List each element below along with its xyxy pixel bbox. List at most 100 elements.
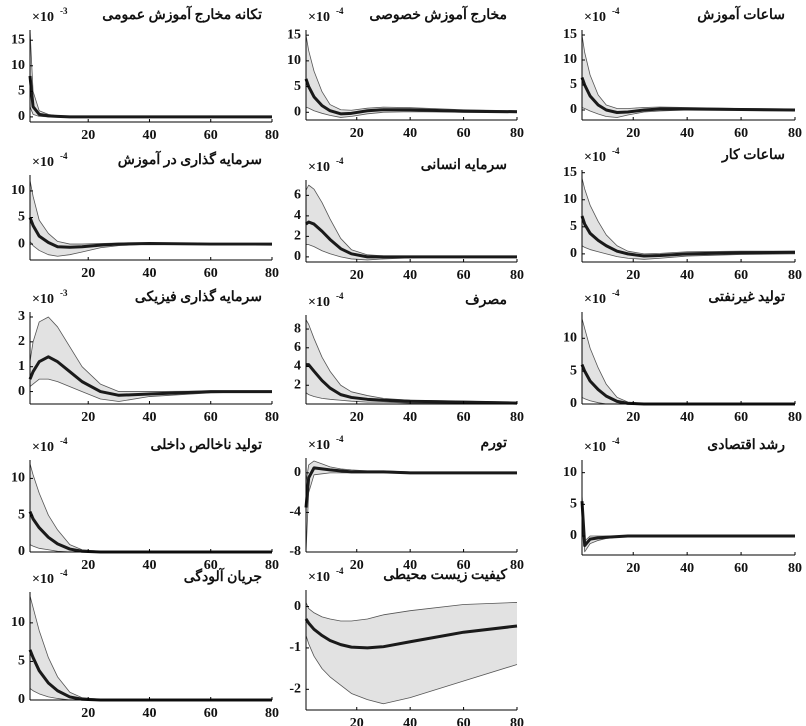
y-tick-label: 5	[570, 77, 577, 92]
panel-title: تولید غیرنفتی	[708, 290, 785, 305]
x-tick-label: 20	[350, 268, 364, 283]
x-tick-label: 40	[142, 266, 156, 281]
mean-line	[28, 216, 272, 249]
x-tick-label: 40	[403, 410, 417, 425]
panel-title: سرمایه انسانی	[421, 158, 507, 173]
x-tick-label: 40	[403, 716, 417, 726]
upper-bound	[581, 494, 795, 542]
scale-label: ×10	[584, 10, 606, 25]
scale-label: ×10	[32, 572, 54, 587]
confidence-band	[582, 494, 795, 552]
x-tick-label: 40	[680, 561, 694, 576]
panel: 2 4 6 8 20 40 60 80 ×10 -4 مصرف	[294, 291, 524, 425]
panel-title: کیفیت زیست محیطی	[383, 567, 507, 583]
x-tick-label: 60	[734, 410, 748, 425]
scale-label: ×10	[584, 440, 606, 455]
y-tick-label: 10	[563, 465, 577, 480]
panel-title: ساعات آموزش	[697, 5, 785, 23]
x-tick-label: 40	[142, 410, 156, 425]
y-tick-label: 5	[18, 654, 25, 669]
confidence-band	[306, 460, 517, 552]
x-tick-label: 80	[788, 561, 802, 576]
x-tick-label: 60	[204, 558, 218, 573]
scale-exponent: -4	[60, 436, 68, 446]
confidence-band	[582, 35, 795, 118]
mean-line	[304, 466, 517, 508]
scale-label: ×10	[32, 440, 54, 455]
y-tick-label: 8	[294, 321, 301, 336]
y-tick-label: 6	[294, 340, 301, 355]
x-tick-label: 60	[457, 716, 471, 726]
y-tick-label: 5	[570, 219, 577, 234]
x-tick-label: 80	[265, 706, 279, 721]
panel: 0 5 10 20 40 60 80 ×10 -4 رشد اقتصادی	[563, 436, 802, 576]
x-tick-label: 20	[626, 410, 640, 425]
confidence-band	[306, 185, 517, 260]
scale-label: ×10	[308, 438, 330, 453]
y-tick-label: 10	[11, 615, 25, 630]
scale-exponent: -4	[60, 568, 68, 578]
y-tick-label: 5	[18, 84, 25, 99]
y-tick-label: -4	[289, 505, 301, 520]
y-tick-label: 2	[294, 229, 301, 244]
y-tick-label: 0	[570, 246, 577, 261]
x-tick-label: 20	[81, 410, 95, 425]
x-tick-label: 20	[81, 558, 95, 573]
mean-line	[28, 75, 272, 119]
y-tick-label: 15	[563, 165, 577, 180]
x-tick-label: 60	[734, 561, 748, 576]
mean-line	[306, 363, 518, 405]
panel: -2 -1 0 20 40 60 80 ×10 -4 کیفیت زیست محیطی	[289, 566, 524, 726]
x-tick-label: 60	[457, 558, 471, 573]
x-tick-label: 40	[142, 128, 156, 143]
confidence-band	[30, 30, 272, 117]
x-tick-label: 60	[734, 268, 748, 283]
x-tick-label: 80	[510, 716, 524, 726]
panel: 0 5 10 20 40 60 80 ×10 -4 تولید ناخالص داخلی	[11, 436, 279, 573]
lower-bound	[581, 245, 796, 260]
panel-title: سرمایه گذاری در آموزش	[118, 150, 262, 168]
x-tick-label: 20	[626, 268, 640, 283]
panel: 0 2 4 6 20 40 60 80 ×10 -4 سرمایه انسانی	[294, 156, 524, 283]
x-tick-label: 40	[680, 268, 694, 283]
confidence-band	[306, 319, 517, 404]
upper-bound	[29, 463, 272, 553]
x-tick-label: 60	[734, 126, 748, 141]
x-tick-label: 20	[81, 266, 95, 281]
x-tick-label: 40	[142, 558, 156, 573]
confidence-band	[30, 463, 272, 552]
panel: 0 5 10 20 40 60 80 ×10 -4 جریان آلودگی	[11, 567, 279, 721]
panel: 0 5 10 15 20 40 60 80 ×10 -4 ساعات کار	[563, 146, 802, 283]
y-tick-label: 10	[563, 331, 577, 346]
x-tick-label: 60	[457, 126, 471, 141]
x-tick-label: 80	[510, 558, 524, 573]
panel: 0 5 10 15 20 40 60 80 ×10 -4 مخارج آموزش خصوصی	[287, 5, 524, 141]
panel: -8 -4 0 20 40 60 80 ×10 -4 تورم	[289, 434, 524, 573]
x-tick-label: 80	[510, 126, 524, 141]
scale-label: ×10	[584, 150, 606, 165]
upper-bound	[305, 35, 518, 112]
y-tick-label: 10	[563, 52, 577, 67]
y-tick-label: 0	[18, 109, 25, 124]
y-tick-label: 2	[294, 377, 301, 392]
mean-line	[305, 220, 517, 259]
y-tick-label: 0	[570, 396, 577, 411]
x-tick-label: 20	[350, 126, 364, 141]
confidence-band	[582, 318, 795, 404]
lower-bound	[305, 472, 517, 553]
upper-bound	[29, 595, 272, 701]
panel: 0 5 10 20 40 60 80 ×10 -4 سرمایه گذاری در آموزش	[11, 150, 279, 281]
panel-title: مخارج آموزش خصوصی	[369, 5, 507, 23]
x-tick-label: 20	[81, 128, 95, 143]
scale-label: ×10	[584, 292, 606, 307]
scale-exponent: -3	[60, 288, 68, 298]
y-tick-label: 15	[563, 27, 577, 42]
confidence-band	[30, 180, 272, 257]
lower-bound	[305, 635, 518, 705]
y-tick-label: 0	[18, 236, 25, 251]
y-tick-label: 10	[11, 471, 25, 486]
confidence-band	[582, 178, 795, 260]
y-tick-label: -2	[289, 682, 301, 697]
scale-exponent: -4	[612, 288, 620, 298]
upper-bound	[581, 318, 795, 405]
